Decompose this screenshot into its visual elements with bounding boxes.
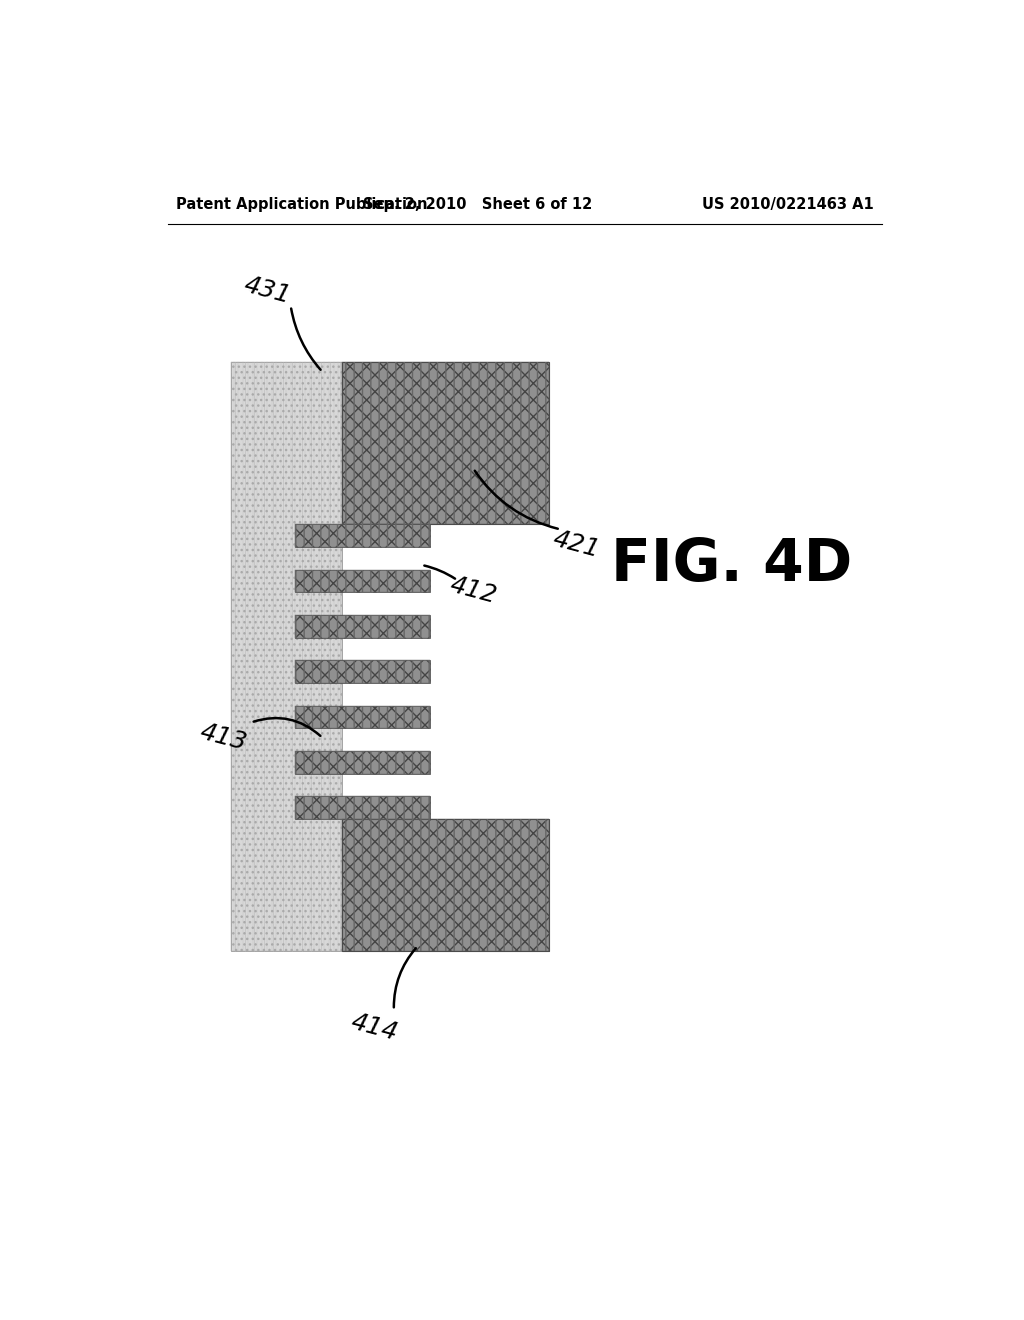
Bar [295, 796, 430, 818]
Bar [342, 818, 549, 952]
Bar [342, 818, 549, 952]
Bar [231, 362, 342, 952]
Bar [231, 362, 342, 952]
Bar [342, 362, 549, 524]
Text: Sep. 2, 2010   Sheet 6 of 12: Sep. 2, 2010 Sheet 6 of 12 [362, 197, 592, 211]
Bar [295, 706, 430, 729]
Bar [295, 751, 430, 774]
Bar [295, 615, 430, 638]
Text: US 2010/0221463 A1: US 2010/0221463 A1 [702, 197, 873, 211]
Text: Patent Application Publication: Patent Application Publication [176, 197, 427, 211]
Bar [295, 524, 430, 546]
Text: 413: 413 [198, 719, 249, 755]
Bar [295, 751, 430, 774]
Text: 414: 414 [348, 1010, 400, 1045]
Bar [295, 570, 430, 593]
Bar [295, 570, 430, 593]
Bar [342, 362, 549, 524]
Bar [295, 796, 430, 818]
Bar [295, 660, 430, 682]
Text: 412: 412 [447, 573, 500, 609]
Bar [295, 706, 430, 729]
Text: FIG. 4D: FIG. 4D [610, 536, 852, 594]
Bar [295, 615, 430, 638]
Bar [295, 524, 430, 546]
Text: 421: 421 [550, 527, 602, 562]
Bar [295, 660, 430, 682]
Text: 431: 431 [241, 273, 293, 309]
